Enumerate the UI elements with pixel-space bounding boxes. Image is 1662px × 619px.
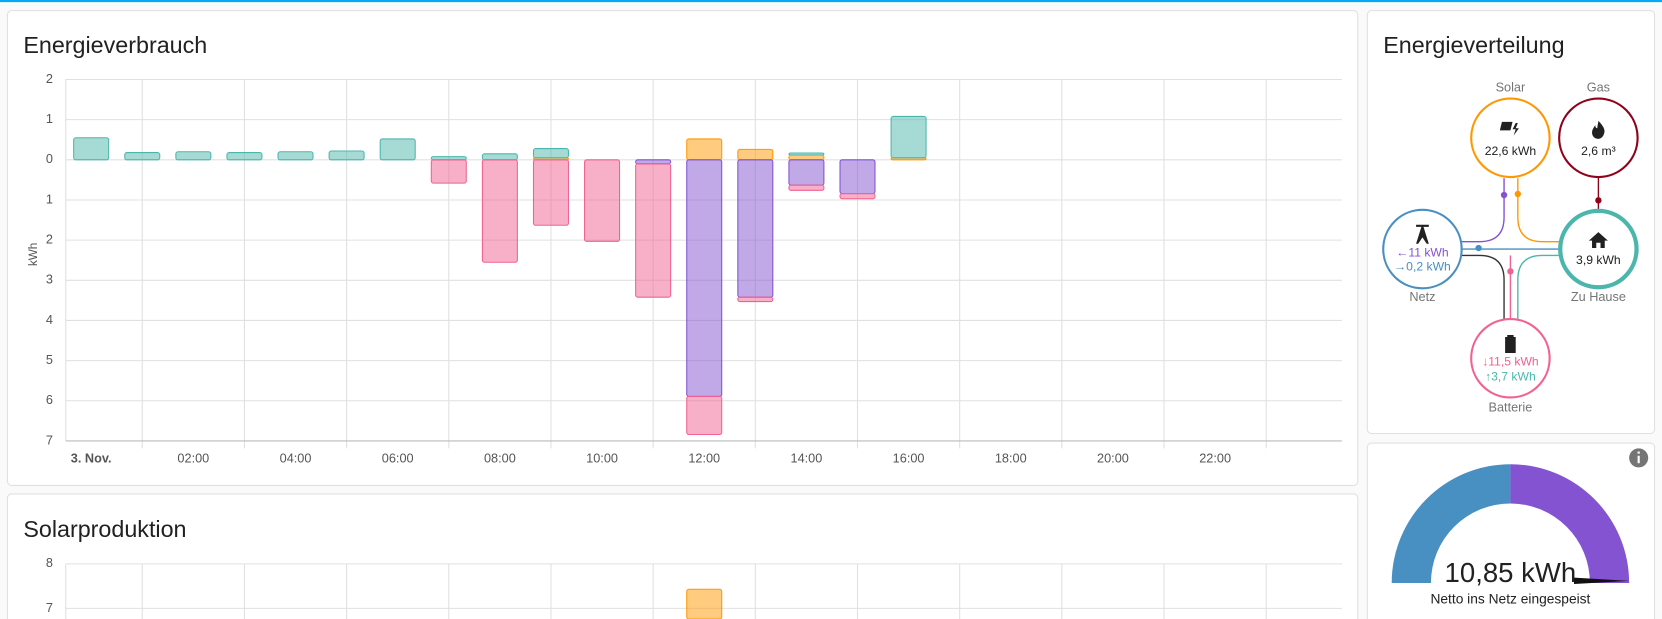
bar: [481, 159, 518, 263]
bar: [635, 159, 672, 165]
bar: [890, 115, 927, 159]
bar: [839, 159, 876, 195]
bar: [686, 588, 723, 619]
y-tick-label: 1: [46, 191, 53, 206]
bar: [788, 159, 825, 186]
bar: [226, 152, 263, 161]
x-tick-label: 12:00: [688, 450, 720, 465]
node-label: Netz: [1409, 289, 1435, 304]
x-tick-label: 04:00: [280, 450, 312, 465]
bar: [481, 153, 518, 161]
x-tick-label: 10:00: [586, 450, 618, 465]
y-tick-label: 7: [46, 600, 53, 615]
y-tick-label: 2: [46, 71, 53, 86]
bar: [532, 148, 569, 159]
bar: [686, 159, 723, 397]
node-value: ←11 kWh: [1396, 246, 1449, 260]
info-icon: [1637, 451, 1640, 454]
card-title: Energieverbrauch: [23, 32, 207, 58]
card-title: Energieverteilung: [1383, 32, 1564, 58]
node-label: Gas: [1587, 79, 1610, 94]
gauge-name: Netto ins Netz eingespeist: [1430, 592, 1590, 607]
header-border: [0, 0, 1662, 3]
bar: [788, 184, 825, 191]
x-tick-label: 20:00: [1097, 450, 1129, 465]
bar: [788, 154, 825, 161]
node-label: Solar: [1496, 79, 1526, 94]
bar: [737, 148, 774, 161]
x-tick-label: 14:00: [791, 450, 823, 465]
node-value: ↓11,5 kWh: [1482, 355, 1539, 369]
bar: [635, 163, 672, 298]
card-title: Solarproduktion: [23, 516, 186, 542]
y-tick-label: 1: [46, 111, 53, 126]
y-tick-label: 4: [46, 312, 53, 327]
bar: [788, 152, 825, 156]
y-tick-label: 0: [46, 151, 53, 166]
flow-dots: [1475, 190, 1602, 275]
bar: [73, 137, 110, 161]
y-tick-label: 7: [46, 432, 53, 447]
bar: [737, 159, 774, 298]
card: [6, 493, 1359, 619]
y-tick-label: 2: [46, 231, 53, 246]
info-icon: [1637, 455, 1640, 464]
bar: [737, 296, 774, 303]
x-tick-label: 08:00: [484, 450, 516, 465]
bar: [124, 152, 161, 161]
bar: [277, 151, 314, 161]
flows: [1461, 177, 1600, 320]
x-tick-label: 16:00: [893, 450, 925, 465]
y-tick-label: 6: [46, 392, 53, 407]
node-label: Batterie: [1489, 399, 1533, 414]
y-tick-label: 8: [46, 555, 53, 570]
gauge-segment: [1510, 464, 1630, 583]
x-tick-label: 22:00: [1199, 450, 1231, 465]
gauge-segment: [1391, 464, 1511, 583]
bar: [175, 151, 212, 161]
gauge-needle: [1574, 577, 1630, 585]
bar: [584, 159, 621, 242]
bar: [328, 150, 365, 161]
x-tick-label: 02:00: [177, 450, 209, 465]
card: [6, 10, 1359, 486]
bar: [839, 193, 876, 200]
x-tick-label: 3. Nov.: [71, 450, 112, 465]
y-axis-label: kWh: [27, 243, 40, 266]
node-value: 3,9 kWh: [1576, 253, 1621, 267]
x-tick-label: 18:00: [995, 450, 1027, 465]
bar: [379, 138, 416, 161]
node-value: 2,6 m³: [1581, 144, 1616, 158]
node-value: 22,6 kWh: [1485, 144, 1536, 158]
y-tick-label: 3: [46, 272, 53, 287]
icons: [1416, 120, 1608, 353]
node-value: ↑3,7 kWh: [1485, 370, 1536, 384]
card: [1366, 442, 1656, 619]
bar: [532, 159, 569, 226]
bar: [430, 159, 467, 184]
bar: [686, 395, 723, 436]
node-label: Zu Hause: [1571, 289, 1626, 304]
node-value: →0,2 kWh: [1394, 259, 1451, 273]
x-tick-label: 06:00: [382, 450, 414, 465]
gauge-value: 10,85 kWh: [1445, 557, 1577, 588]
bar: [686, 138, 723, 161]
y-tick-label: 5: [46, 352, 53, 367]
